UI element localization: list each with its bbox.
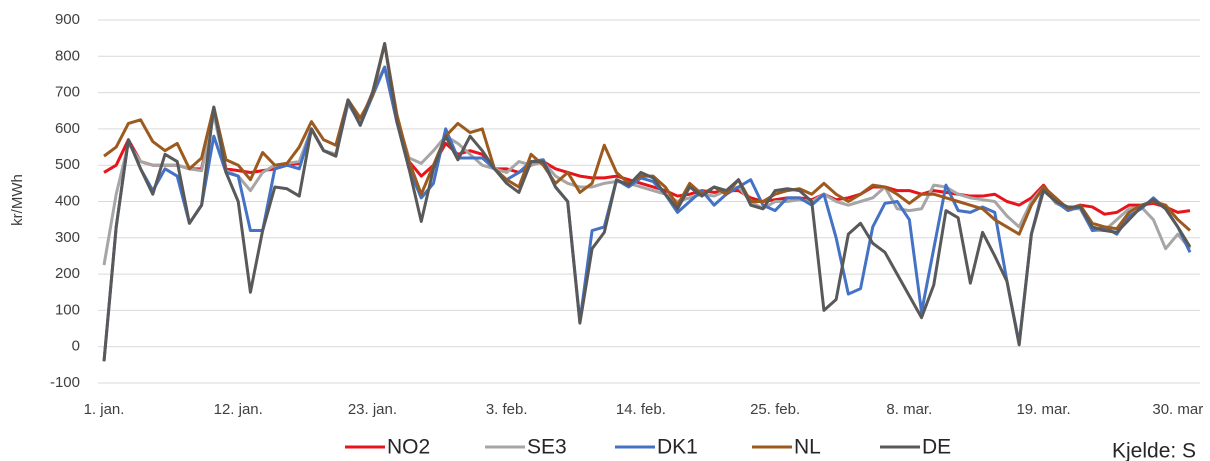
legend-label: NO2 [387, 436, 430, 459]
y-tick-label: 800 [55, 47, 80, 64]
y-tick-label: 200 [55, 265, 80, 282]
x-tick-label: 1. jan. [84, 401, 125, 418]
y-tick-label: 0 [72, 338, 80, 355]
series-line [103, 65, 1191, 216]
legend-label: NL [794, 436, 821, 459]
x-tick-label: 30. mar [1152, 401, 1203, 418]
y-tick-label: 900 [55, 11, 80, 28]
x-tick-label: 23. jan. [348, 401, 397, 418]
y-tick-label: -100 [50, 374, 80, 391]
x-tick-label: 25. feb. [750, 401, 800, 418]
y-tick-label: 500 [55, 156, 80, 173]
y-tick-label: 100 [55, 301, 80, 318]
y-tick-label: 400 [55, 192, 80, 209]
x-tick-label: 12. jan. [214, 401, 263, 418]
legend-label: DK1 [657, 436, 698, 459]
series-line [102, 65, 1192, 266]
x-tick-label: 19. mar. [1016, 401, 1070, 418]
x-tick-label: 14. feb. [616, 401, 666, 418]
y-tick-label: 700 [55, 84, 80, 101]
legend-label: SE3 [527, 436, 567, 459]
legend-label: DE [922, 436, 951, 459]
x-tick-label: 8. mar. [886, 401, 932, 418]
y-tick-label: 300 [55, 229, 80, 246]
source-note: Kjelde: S [1112, 440, 1196, 461]
x-tick-label: 3. feb. [486, 401, 528, 418]
y-tick-label: 600 [55, 120, 80, 137]
y-axis-title: kr/MWh [9, 174, 26, 226]
series-line [102, 42, 1192, 362]
